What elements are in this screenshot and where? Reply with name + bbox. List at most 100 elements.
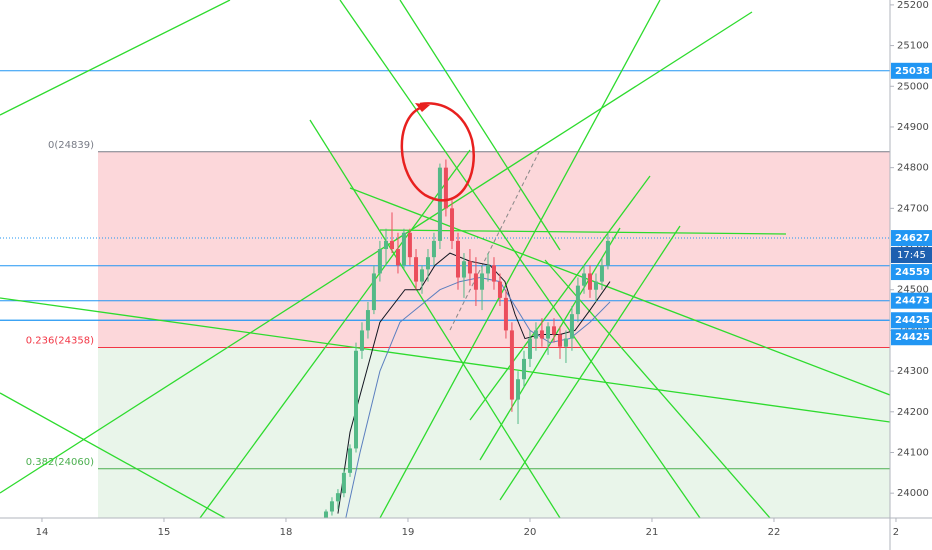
candle-body xyxy=(587,273,592,290)
candle-body xyxy=(599,265,604,282)
price-label: 24627 xyxy=(895,233,930,244)
candle-body xyxy=(546,326,551,339)
moving-average xyxy=(345,277,611,518)
candle-body xyxy=(575,285,580,315)
trend-line xyxy=(0,11,753,494)
price-label: 24425 xyxy=(895,332,930,343)
candle-body xyxy=(420,269,425,282)
candle-body xyxy=(491,265,496,282)
trend-line xyxy=(469,175,651,421)
candle-body xyxy=(431,240,436,258)
candle-body xyxy=(521,358,526,380)
x-tick-label: 19 xyxy=(402,527,415,538)
candle-body xyxy=(414,257,419,282)
candle-body xyxy=(582,273,587,286)
candle-body xyxy=(384,240,389,250)
candle-body xyxy=(354,350,358,449)
candle-body xyxy=(371,273,376,311)
fib-label: 0.382(24060) xyxy=(26,457,94,468)
x-tick-label: 20 xyxy=(524,527,537,538)
fib-zones: 0(24839) 0.236(24358) 0.382(24060) xyxy=(26,140,890,518)
y-tick-label: 24000 xyxy=(897,488,929,499)
candle-body xyxy=(450,208,455,241)
candle-body xyxy=(377,249,382,274)
fib-label: 0(24839) xyxy=(48,140,94,151)
candle-body xyxy=(509,330,514,400)
candle-body xyxy=(569,314,574,339)
trend-line xyxy=(399,0,561,251)
y-tick-label: 24300 xyxy=(897,366,929,377)
x-tick-label: 22 xyxy=(768,527,781,538)
candle-body xyxy=(359,330,364,351)
candle-body xyxy=(552,326,557,335)
candle-body xyxy=(365,310,370,331)
price-label-box xyxy=(891,292,932,309)
candle-body xyxy=(486,265,491,274)
candle-body xyxy=(539,330,544,339)
candle-body xyxy=(480,273,485,290)
candle-body xyxy=(503,297,508,331)
annotation-circle xyxy=(400,102,475,202)
candle-body xyxy=(455,240,460,278)
countdown: 17:45 xyxy=(897,250,926,261)
candle-body xyxy=(348,448,353,473)
x-tick-label: 18 xyxy=(280,527,293,538)
candle-body xyxy=(563,338,568,347)
trend-line xyxy=(379,229,787,235)
candle-body xyxy=(329,501,334,512)
annotation xyxy=(400,102,475,202)
candle-body xyxy=(557,334,562,347)
candle-body xyxy=(473,273,478,290)
candles xyxy=(323,159,610,518)
fib-zone xyxy=(98,151,890,348)
annotation-arrow xyxy=(415,103,430,112)
price-label-box xyxy=(891,312,932,329)
candle-body xyxy=(323,511,328,518)
y-tick-label: 24800 xyxy=(897,163,929,174)
candle-body xyxy=(437,167,442,241)
price-label-box xyxy=(891,230,932,247)
candle-body xyxy=(425,257,430,270)
countdown-box xyxy=(891,247,932,264)
candle-body xyxy=(443,167,448,209)
y-tick-label: 24200 xyxy=(897,407,929,418)
candle-body xyxy=(497,281,502,298)
candle-body xyxy=(593,281,598,290)
fib-zone xyxy=(98,347,890,518)
candle-body xyxy=(527,338,532,359)
trend-line xyxy=(379,0,661,518)
candle-body xyxy=(407,232,412,258)
y-tick-label: 24100 xyxy=(897,447,929,458)
fib-label: 0.236(24358) xyxy=(26,336,94,347)
price-label-box xyxy=(891,62,932,79)
y-tick-label: 25000 xyxy=(897,81,929,92)
y-tick-label: 24700 xyxy=(897,203,929,214)
x-tick-label: 15 xyxy=(158,527,171,538)
trend-line xyxy=(0,0,231,116)
trend-line xyxy=(0,297,890,423)
trend-line xyxy=(199,149,471,518)
candle-body xyxy=(335,493,340,502)
price-label: 24559 xyxy=(895,267,930,278)
y-tick-label: 24900 xyxy=(897,122,929,133)
y-tick-label: 24500 xyxy=(897,285,929,296)
candle-body xyxy=(605,240,610,266)
price-label: 24425 xyxy=(895,315,930,326)
price-label-box xyxy=(891,264,932,281)
trend-line xyxy=(309,119,561,518)
candle-body xyxy=(533,330,538,339)
candle-body xyxy=(467,261,472,274)
y-tick-label: 25200 xyxy=(897,0,929,11)
x-tick-label: 2 xyxy=(893,527,899,538)
trend-line xyxy=(0,392,226,518)
trend-line xyxy=(499,225,681,501)
candle-body xyxy=(395,249,400,266)
price-label: 25038 xyxy=(895,66,930,77)
candle-body xyxy=(401,232,406,266)
price-label: 24473 xyxy=(895,296,930,307)
candle-body xyxy=(516,379,521,400)
x-tick-label: 21 xyxy=(646,527,659,538)
trend-lines xyxy=(0,0,890,518)
